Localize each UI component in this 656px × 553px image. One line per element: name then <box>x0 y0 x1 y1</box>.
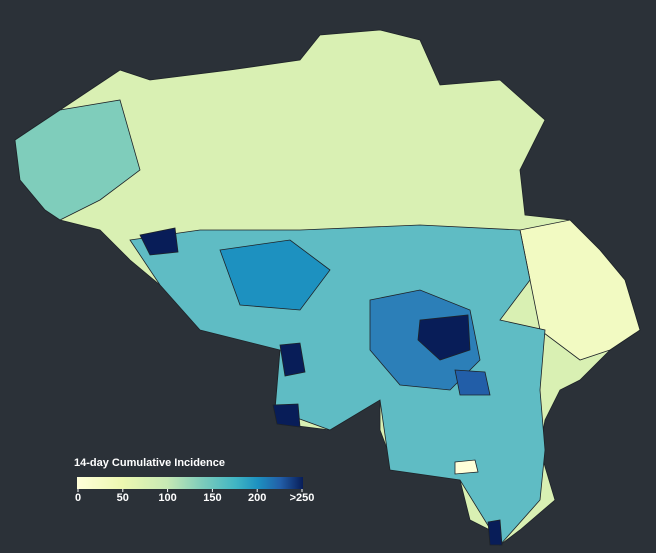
legend: 14-day Cumulative Incidence 0 50 100 150 200… <box>74 457 314 504</box>
east-region <box>519 219 641 361</box>
tick-label: 150 <box>203 492 221 504</box>
mid-region <box>219 239 331 311</box>
light-patch <box>454 459 479 475</box>
hotspot <box>454 369 491 396</box>
tick-label: 50 <box>117 492 129 504</box>
hotspot <box>272 403 301 428</box>
hotspot <box>279 342 306 377</box>
tick-label: 200 <box>248 492 266 504</box>
hotspot <box>139 227 179 256</box>
color-bar <box>77 477 303 489</box>
tick-label: >250 <box>290 492 315 504</box>
hotspot <box>417 314 471 361</box>
tick-label: 100 <box>158 492 176 504</box>
legend-title: 14-day Cumulative Incidence <box>74 457 225 469</box>
belgium-map <box>14 29 641 546</box>
hotspot <box>487 519 503 546</box>
tick-label: 0 <box>75 492 81 504</box>
west-region <box>14 99 141 221</box>
